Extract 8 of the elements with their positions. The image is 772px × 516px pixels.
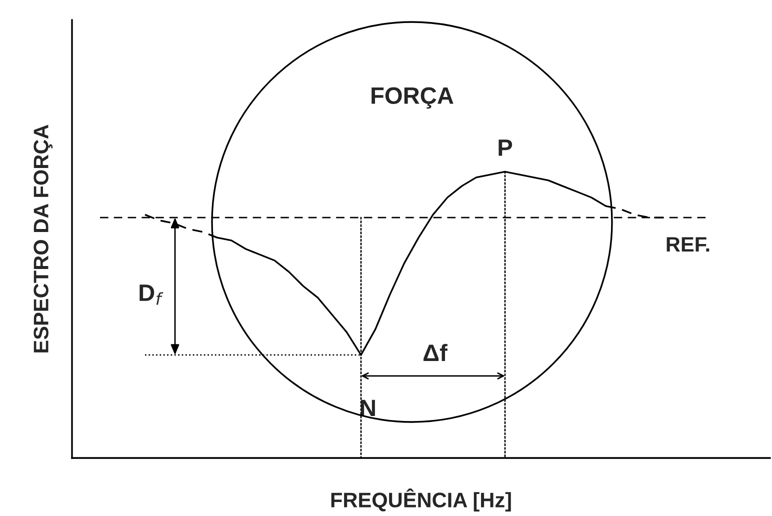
annotation: D$_{f}$ <box>140 284 164 305</box>
ref-line-label: REF. <box>666 237 710 252</box>
y-axis-title: ESPECTRO DA FORÇA <box>34 124 53 352</box>
annotation: N <box>361 400 375 416</box>
text: P <box>498 140 512 156</box>
text: FORÇA <box>372 87 454 109</box>
annotation: Δf <box>424 344 448 362</box>
x-axis-title: FREQUÊNCIA [Hz] <box>331 488 511 512</box>
